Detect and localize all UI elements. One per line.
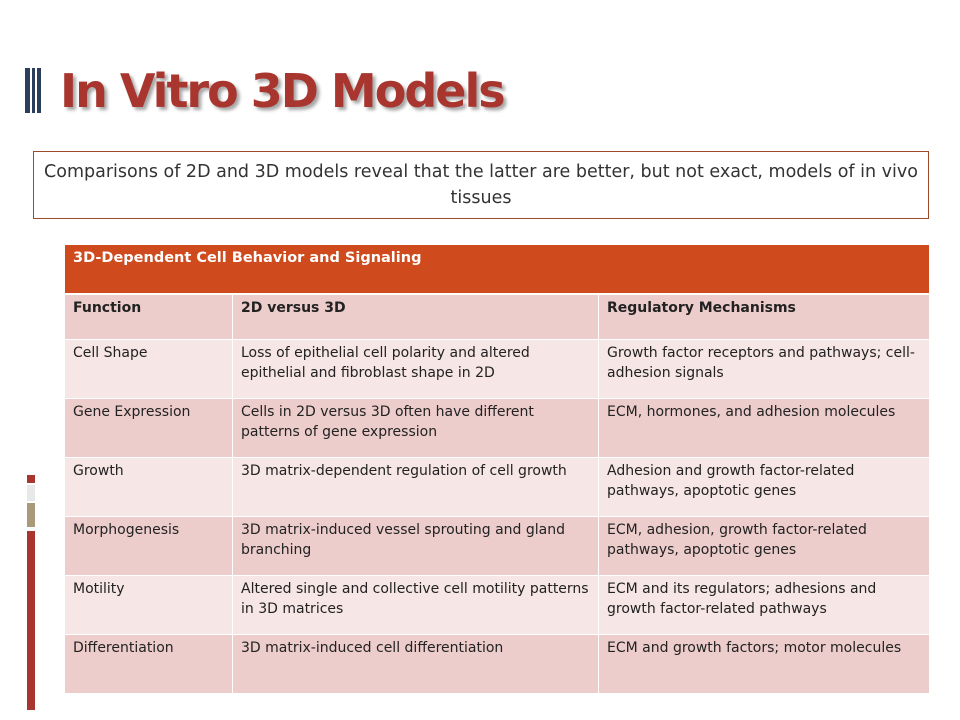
cell-2d-vs-3d: Altered single and collective cell motil… (232, 575, 599, 635)
table-row: Morphogenesis 3D matrix-induced vessel s… (64, 516, 929, 576)
cell-2d-vs-3d: 3D matrix-dependent regulation of cell g… (232, 457, 599, 517)
cell-regulatory: ECM and its regulators; adhesions and gr… (597, 575, 929, 635)
header-2d-vs-3d: 2D versus 3D (232, 293, 599, 340)
cell-regulatory: ECM and growth factors; motor molecules (597, 634, 929, 693)
cell-function: Motility (64, 575, 233, 635)
cell-2d-vs-3d: 3D matrix-induced cell differentiation (232, 634, 599, 693)
subtitle-text: Comparisons of 2D and 3D models reveal t… (44, 162, 918, 208)
cell-2d-vs-3d: Cells in 2D versus 3D often have differe… (232, 398, 599, 458)
cell-function: Morphogenesis (64, 516, 233, 576)
cell-regulatory: Adhesion and growth factor-related pathw… (597, 457, 929, 517)
behavior-signaling-table: 3D-Dependent Cell Behavior and Signaling… (63, 245, 929, 693)
cell-regulatory: Growth factor receptors and pathways; ce… (597, 339, 929, 399)
table-row: Differentiation 3D matrix-induced cell d… (64, 634, 929, 693)
table-caption-row: 3D-Dependent Cell Behavior and Signaling (63, 245, 929, 294)
table-caption: 3D-Dependent Cell Behavior and Signaling (63, 245, 929, 294)
table-row: Growth 3D matrix-dependent regulation of… (64, 457, 929, 517)
cell-function: Differentiation (64, 634, 233, 693)
header-regulatory-mechanisms: Regulatory Mechanisms (597, 293, 929, 340)
slide-title: In Vitro 3D Models (60, 64, 506, 118)
side-accent-bars (27, 475, 35, 710)
cell-2d-vs-3d: Loss of epithelial cell polarity and alt… (232, 339, 599, 399)
cell-function: Cell Shape (64, 339, 233, 399)
cell-regulatory: ECM, adhesion, growth factor-related pat… (597, 516, 929, 576)
cell-function: Growth (64, 457, 233, 517)
header-function: Function (64, 293, 233, 340)
table-row: Cell Shape Loss of epithelial cell polar… (64, 339, 929, 399)
cell-2d-vs-3d: 3D matrix-induced vessel sprouting and g… (232, 516, 599, 576)
table-row: Gene Expression Cells in 2D versus 3D of… (64, 398, 929, 458)
cell-function: Gene Expression (64, 398, 233, 458)
title-decoration (25, 68, 41, 113)
table-row: Motility Altered single and collective c… (64, 575, 929, 635)
cell-regulatory: ECM, hormones, and adhesion molecules (597, 398, 929, 458)
table-header-row: Function 2D versus 3D Regulatory Mechani… (64, 293, 929, 340)
subtitle-box: Comparisons of 2D and 3D models reveal t… (33, 151, 929, 219)
